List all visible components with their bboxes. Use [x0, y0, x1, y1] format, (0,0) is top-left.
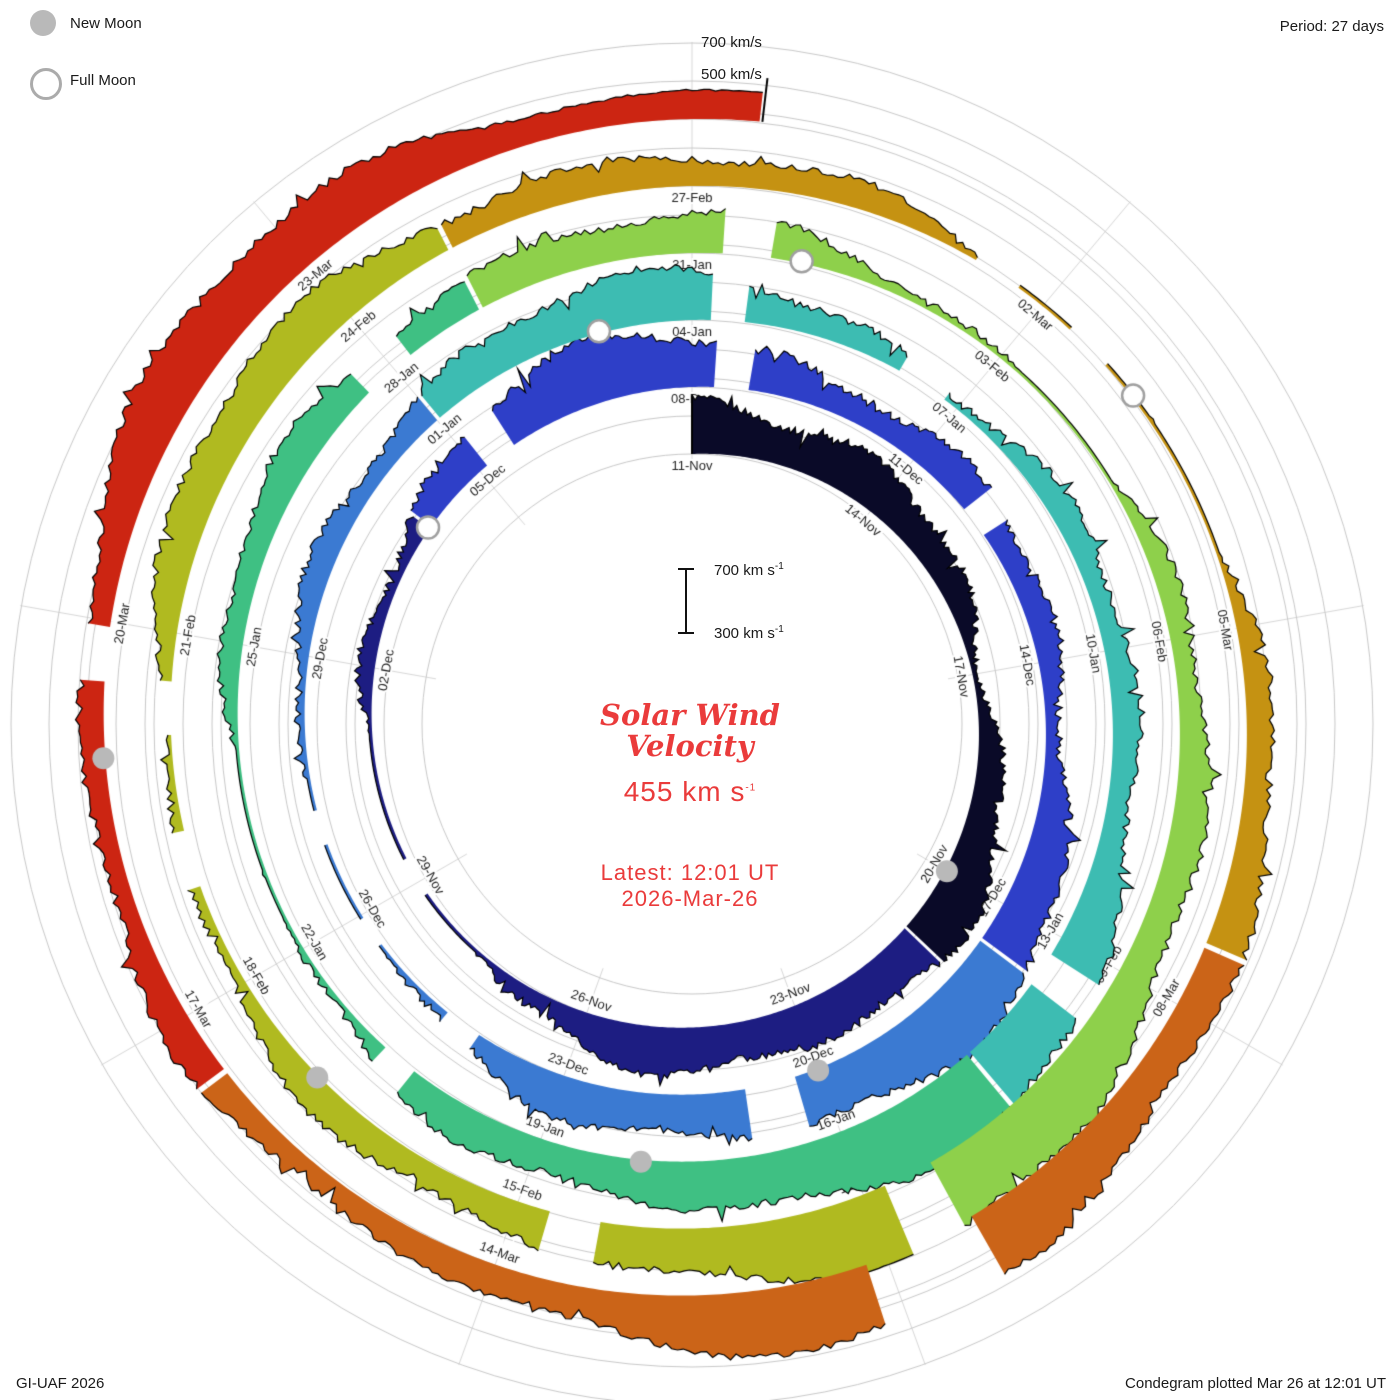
credit-label: GI-UAF 2026 [16, 1375, 105, 1392]
outer-700-label: 700 km/s [701, 34, 762, 51]
outer-500-label: 500 km/s [701, 66, 762, 83]
scale-bar-line [685, 570, 687, 632]
plotted-label: Condegram plotted Mar 26 at 12:01 UT [1125, 1375, 1386, 1392]
chart-title-line1: Solar Wind [600, 698, 780, 732]
latest-velocity-value: 455 km s-1 [440, 776, 940, 808]
full-moon-legend-label: Full Moon [70, 72, 136, 89]
chart-title: Solar Wind Velocity [440, 700, 940, 762]
new-moon-icon [30, 10, 56, 36]
velocity-value-text: 455 km s [623, 776, 746, 807]
latest-date-line: 2026-Mar-26 [621, 886, 759, 911]
latest-time-line: Latest: 12:01 UT [600, 860, 780, 885]
latest-timestamp: Latest: 12:01 UT 2026-Mar-26 [440, 860, 940, 912]
velocity-value-exp: -1 [745, 782, 757, 794]
scale-bar-bottom-cap [678, 632, 694, 634]
full-moon-icon [30, 68, 62, 100]
scale-700-label: 700 km s-1 [714, 561, 784, 579]
scale-700-text: 700 km s [714, 562, 775, 579]
chart-title-line2: Velocity [626, 729, 754, 763]
period-label: Period: 27 days [1279, 18, 1384, 35]
scale-bar-top-cap [678, 568, 694, 570]
scale-700-exp: -1 [774, 561, 784, 572]
scale-300-exp: -1 [774, 624, 784, 635]
new-moon-legend-label: New Moon [70, 15, 142, 32]
scale-300-label: 300 km s-1 [714, 624, 784, 642]
scale-300-text: 300 km s [714, 625, 775, 642]
